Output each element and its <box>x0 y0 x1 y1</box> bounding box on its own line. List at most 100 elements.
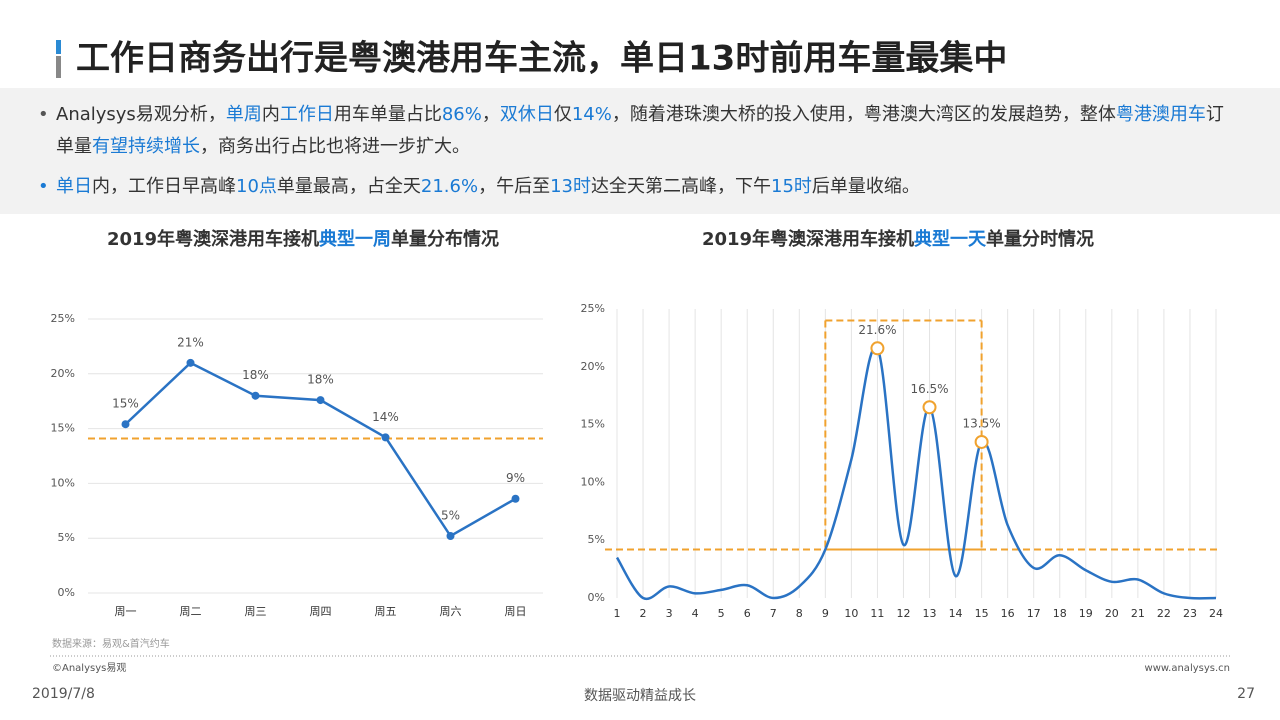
x-tick-label: 7 <box>770 607 777 620</box>
data-label: 9% <box>506 471 525 485</box>
x-tick-label: 4 <box>692 607 699 620</box>
bullet-text: 内 <box>261 104 280 125</box>
y-tick-label: 15% <box>581 418 605 431</box>
x-tick-label: 18 <box>1053 607 1067 620</box>
copyright: ©Analysys易观 <box>52 662 126 674</box>
x-tick-label: 13 <box>923 607 937 620</box>
x-tick-label: 周二 <box>180 605 202 618</box>
y-tick-label: 10% <box>581 475 605 488</box>
chart-title-part: 典型一天 <box>914 228 987 250</box>
bullet-text: 仅 <box>553 104 572 125</box>
chart-title: 2019年粤澳深港用车接机典型一天单量分时情况 <box>702 228 1094 250</box>
point-marker <box>121 420 130 429</box>
data-label: 18% <box>307 373 334 387</box>
x-tick-label: 11 <box>870 607 884 620</box>
title-accent <box>56 56 61 78</box>
data-label: 16.5% <box>910 382 948 396</box>
bullet-text: 达全天第二高峰，下午 <box>591 176 771 197</box>
chart-title: 2019年粤澳深港用车接机典型一周单量分布情况 <box>107 228 499 250</box>
x-tick-label: 21 <box>1131 607 1145 620</box>
bullet-text: ，随着港珠澳大桥的投入使用，粤港澳大湾区的发展趋势，整体 <box>611 104 1116 125</box>
bullet-text: 订单量 <box>56 104 1224 157</box>
chart-title-part: 典型一周 <box>319 228 391 250</box>
y-tick-label: 0% <box>58 586 75 599</box>
data-label: 15% <box>112 397 139 411</box>
x-tick-label: 5 <box>718 607 725 620</box>
x-tick-label: 周四 <box>310 605 332 618</box>
bullet-text: 86% <box>441 104 482 125</box>
slide-title: 工作日商务出行是粤澳港用车主流，单日13时前用车量最集中 <box>76 39 1007 79</box>
point-marker <box>974 434 989 449</box>
y-tick-label: 25% <box>581 302 605 315</box>
website: www.analysys.cn <box>1145 663 1230 674</box>
bullet-text: 有望持续增长 <box>92 136 200 157</box>
x-tick-label: 周五 <box>375 605 397 618</box>
y-tick-label: 10% <box>51 476 75 489</box>
date: 2019/7/8 <box>32 686 95 702</box>
x-tick-label: 22 <box>1157 607 1171 620</box>
x-tick-label: 周日 <box>505 605 527 618</box>
x-tick-label: 17 <box>1027 607 1041 620</box>
page-number: 27 <box>1237 686 1255 702</box>
x-tick-label: 周六 <box>440 605 462 618</box>
point-marker <box>186 358 195 367</box>
data-label: 14% <box>372 410 399 424</box>
x-tick-label: 20 <box>1105 607 1119 620</box>
bullet-text: 10点 <box>236 176 277 197</box>
y-tick-label: 15% <box>51 422 75 435</box>
x-tick-label: 2 <box>640 607 647 620</box>
y-tick-label: 25% <box>51 312 75 325</box>
x-tick-label: 8 <box>796 607 803 620</box>
slogan: 数据驱动精益成长 <box>584 688 696 704</box>
bullet-text: 后单量收缩。 <box>811 176 920 197</box>
x-tick-label: 9 <box>822 607 829 620</box>
point-marker <box>870 341 885 356</box>
x-tick-label: 10 <box>844 607 858 620</box>
chart-title-part: 2019年粤澳深港用车接机 <box>702 228 914 250</box>
bullet-text: 15时 <box>771 176 812 197</box>
data-label: 18% <box>242 368 269 382</box>
bullet-text: 内，工作日早高峰 <box>92 176 236 197</box>
point-marker <box>446 532 455 541</box>
chart-title-part: 2019年粤澳深港用车接机 <box>107 228 319 250</box>
data-label: 21.6% <box>858 323 896 337</box>
bullet-text: ， <box>481 104 500 125</box>
y-tick-label: 5% <box>58 531 75 544</box>
bullet-text: 13时 <box>550 176 591 197</box>
x-tick-label: 3 <box>666 607 673 620</box>
bullet-text: 单日 <box>56 176 92 197</box>
x-tick-label: 19 <box>1079 607 1093 620</box>
point-marker <box>381 433 390 442</box>
point-marker <box>251 391 260 400</box>
x-tick-label: 15 <box>975 607 989 620</box>
chart-title-part: 单量分布情况 <box>391 228 499 250</box>
bullet: 单日内，工作日早高峰10点单量最高，占全天21.6%，午后至13时达全天第二高峰… <box>38 171 1236 203</box>
title-accent <box>56 40 61 54</box>
y-tick-label: 0% <box>588 591 605 604</box>
chart-title-part: 单量分时情况 <box>986 228 1094 250</box>
data-label: 5% <box>441 509 460 523</box>
x-tick-label: 6 <box>744 607 751 620</box>
bullet-text: 粤港澳用车 <box>1115 104 1206 125</box>
bullet-text: 工作日 <box>279 104 334 125</box>
bullet-text: 单周 <box>225 104 262 125</box>
x-tick-label: 24 <box>1209 607 1223 620</box>
bullet-text: ，商务出行占比也将进一步扩大。 <box>200 136 470 157</box>
bullet-text: 用车单量占比 <box>333 104 442 125</box>
y-tick-label: 5% <box>588 533 605 546</box>
bullet-text: 双休日 <box>499 104 554 125</box>
x-tick-label: 1 <box>614 607 621 620</box>
x-tick-label: 14 <box>949 607 963 620</box>
point-marker <box>316 396 325 405</box>
series-line <box>615 345 1217 601</box>
y-tick-label: 20% <box>51 367 75 380</box>
x-tick-label: 周一 <box>115 605 137 618</box>
point-marker <box>511 494 520 503</box>
point-marker <box>922 400 937 415</box>
bullet-text: 14% <box>571 104 612 125</box>
x-tick-label: 12 <box>896 607 910 620</box>
bullet: Analysys易观分析，单周内工作日用车单量占比86%，双休日仅14%，随着港… <box>38 99 1236 163</box>
x-tick-label: 16 <box>1001 607 1015 620</box>
